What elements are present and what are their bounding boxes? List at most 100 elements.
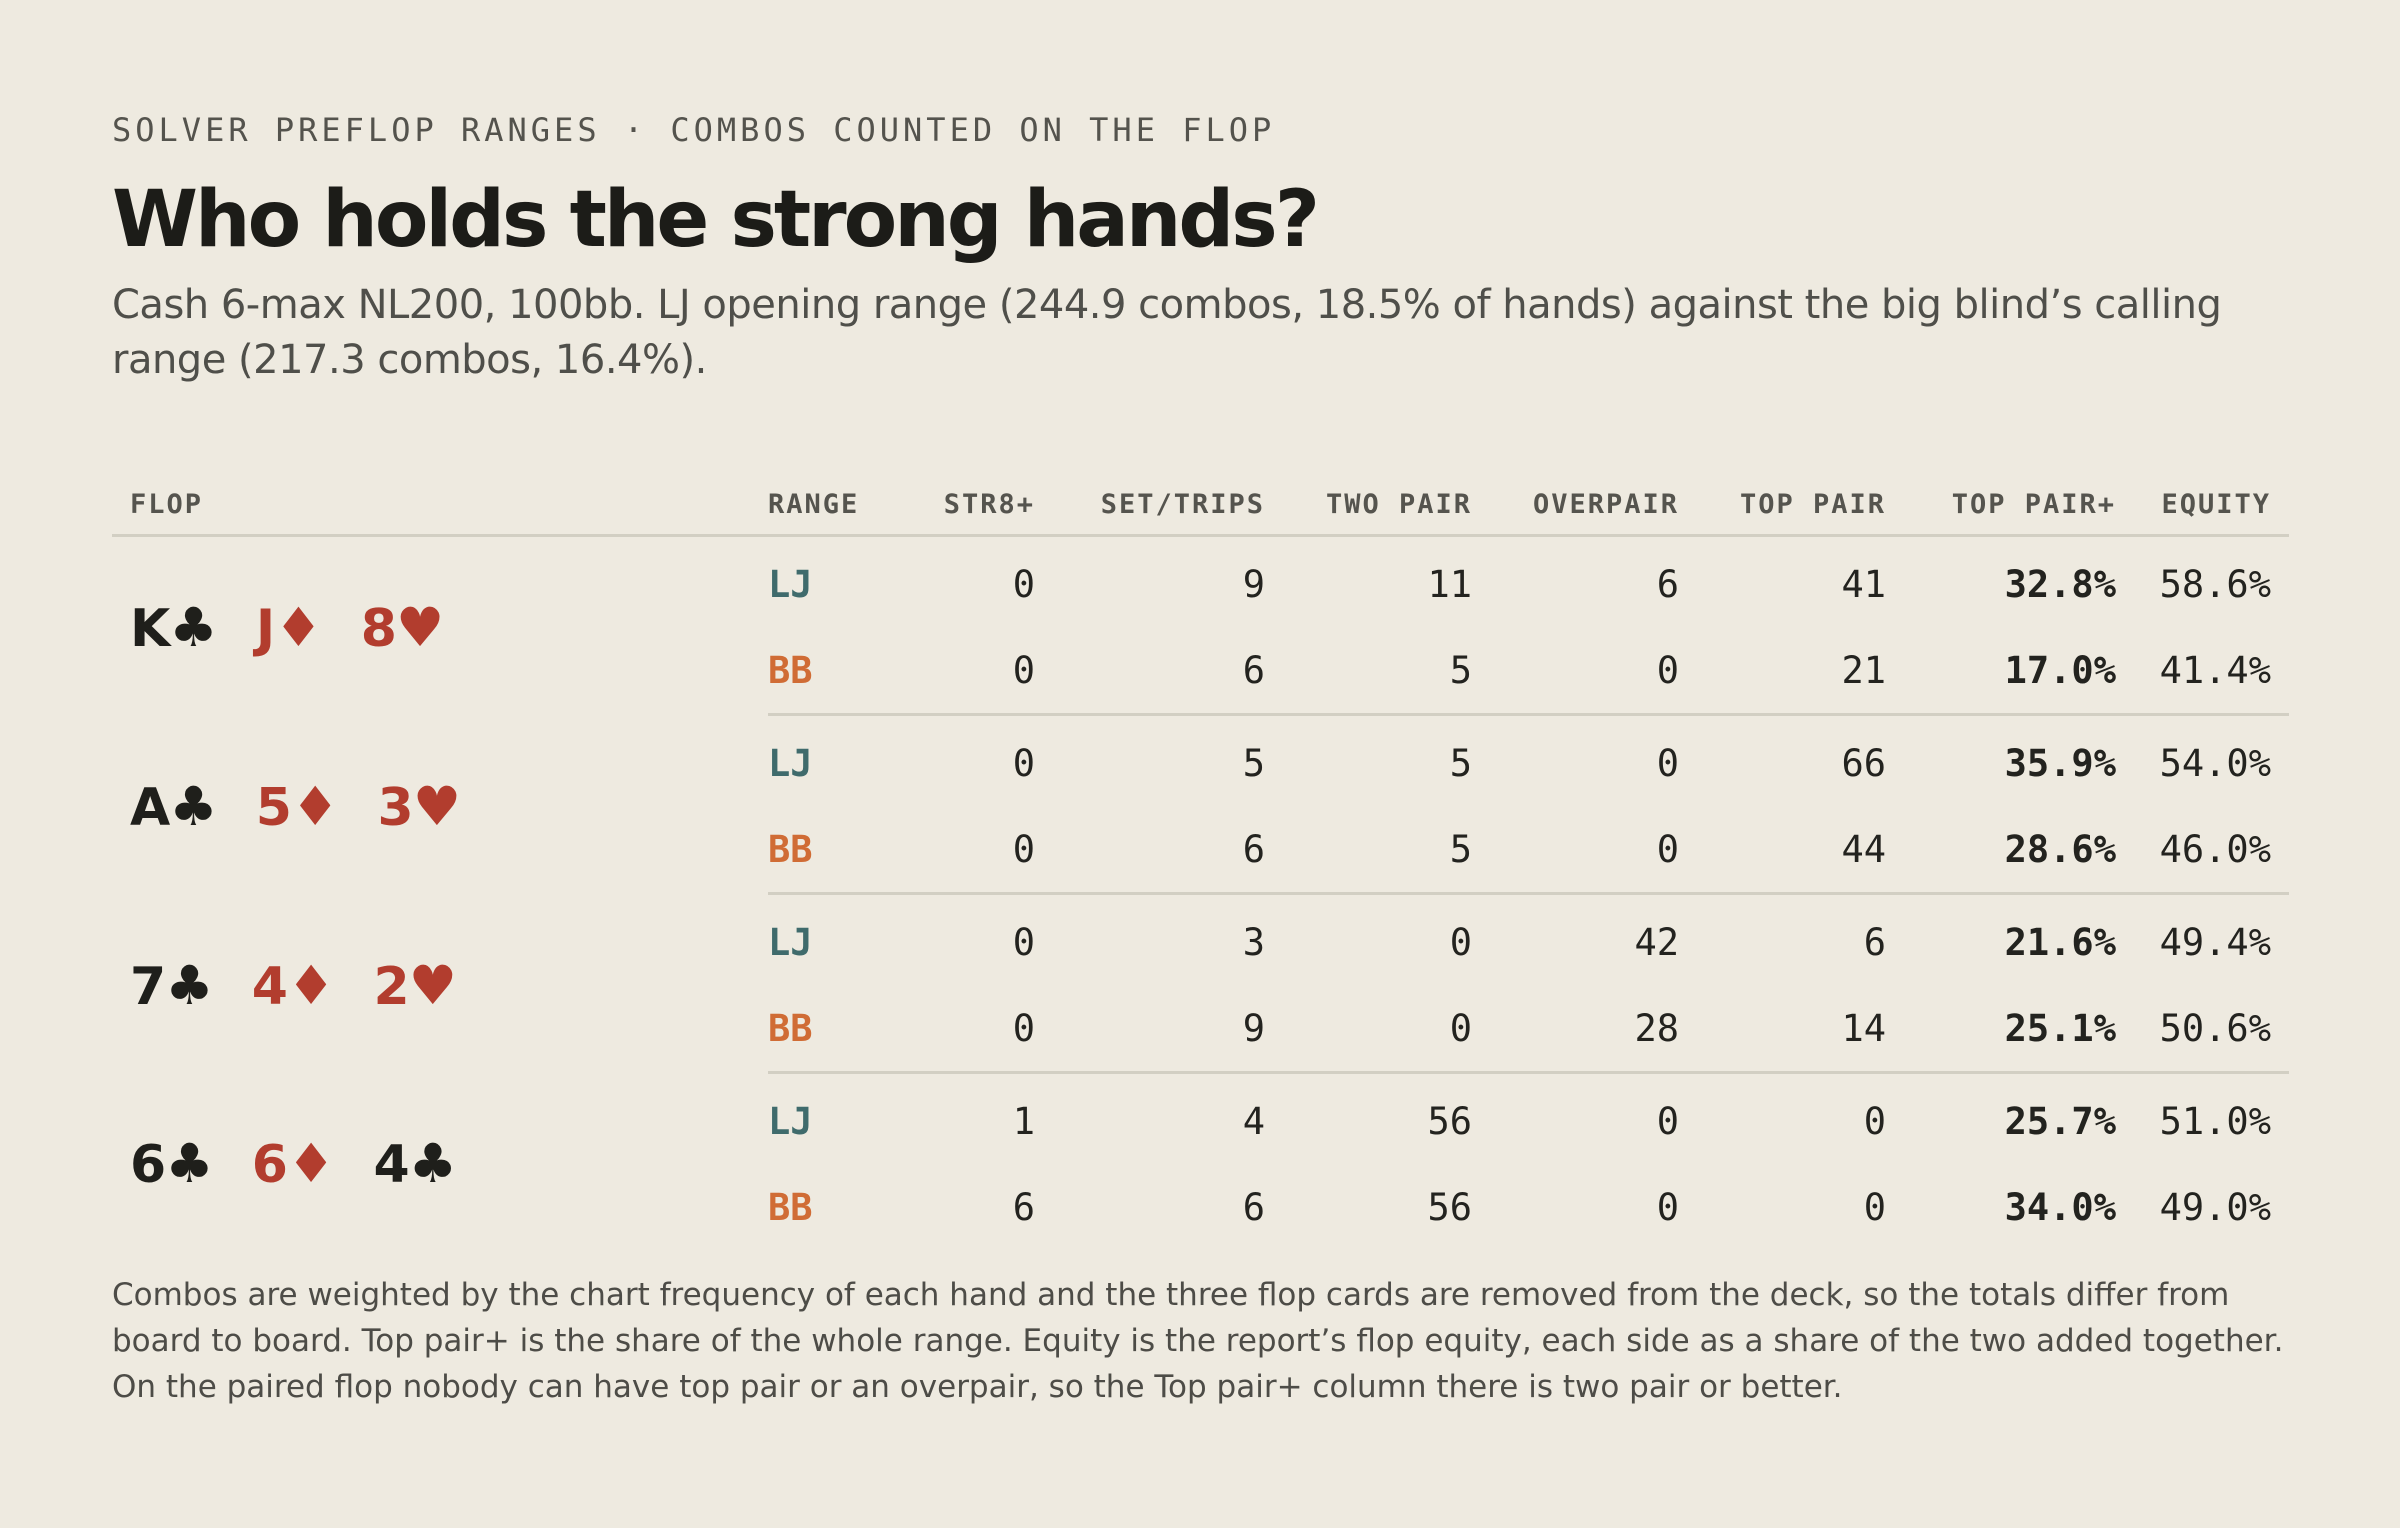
str8-value: 0 <box>1012 562 1035 606</box>
overpair-value: 0 <box>1656 1099 1679 1143</box>
overpair-value: 0 <box>1656 741 1679 785</box>
page-title: Who holds the strong hands? <box>112 175 1320 265</box>
top-pair-plus-value: 28.6% <box>1904 806 2134 895</box>
card: K♣ <box>130 596 218 660</box>
card-rank: 4 <box>251 956 288 1017</box>
card: 3♥ <box>378 775 462 838</box>
range-label: LJ <box>768 562 813 606</box>
two-pair-value: 56 <box>1427 1185 1472 1229</box>
two-pair-value: 5 <box>1283 806 1490 895</box>
str8-value: 0 <box>898 627 1053 716</box>
equity-value: 58.6% <box>2159 562 2271 606</box>
two-pair-value: 56 <box>1427 1099 1472 1143</box>
top-pair-plus-value: 34.0% <box>2004 1185 2116 1229</box>
equity-value: 51.0% <box>2159 1099 2271 1143</box>
set-trips-value: 3 <box>1242 920 1265 964</box>
top-pair-value: 0 <box>1863 1099 1886 1143</box>
equity-value: 49.4% <box>2159 920 2271 964</box>
column-header-flop: FLOP <box>112 450 768 537</box>
diamond-icon: ♦ <box>290 774 339 838</box>
flop-group: K♣ J♦ 8♥ LJ 0 9 11 6 41 32.8% 58.6% BB 0… <box>112 536 2289 716</box>
column-header-top-pair-plus: TOP PAIR+ <box>1904 450 2134 537</box>
column-header-equity: EQUITY <box>2134 450 2289 537</box>
overpair-value: 6 <box>1656 562 1679 606</box>
club-icon: ♣ <box>408 1131 457 1195</box>
table-row: BB 0 6 5 0 44 28.6% 46.0% <box>112 806 2289 895</box>
overpair-value: 0 <box>1656 1185 1679 1229</box>
table-header-row: FLOP RANGE STR8+ SET/TRIPS TWO PAIR OVER… <box>112 450 2289 537</box>
table-row: K♣ J♦ 8♥ LJ 0 9 11 6 41 32.8% 58.6% <box>112 536 2289 660</box>
card: A♣ <box>130 774 218 838</box>
card: 6♣ <box>130 1131 214 1195</box>
card-rank: 8 <box>360 599 397 660</box>
range-label: BB <box>768 627 898 716</box>
flop-combos-table: FLOP RANGE STR8+ SET/TRIPS TWO PAIR OVER… <box>112 450 2289 1250</box>
card: 6♦ <box>251 1131 336 1195</box>
diamond-icon: ♦ <box>274 596 322 660</box>
table-row: BB 6 6 56 0 0 34.0% 49.0% <box>112 1164 2289 1250</box>
equity-value: 46.0% <box>2134 806 2289 895</box>
diamond-icon: ♦ <box>286 953 335 1017</box>
top-pair-plus-value: 25.1% <box>1904 985 2134 1074</box>
set-trips-value: 4 <box>1242 1099 1265 1143</box>
subtitle: Cash 6-max NL200, 100bb. LJ opening rang… <box>112 282 2222 383</box>
str8-value: 6 <box>1012 1185 1035 1229</box>
flop-cards: K♣ J♦ 8♥ <box>112 536 768 715</box>
card-rank: 4 <box>373 1134 409 1195</box>
two-pair-value: 0 <box>1449 920 1472 964</box>
column-header-range: RANGE <box>768 450 898 537</box>
column-header-set-trips: SET/TRIPS <box>1053 450 1283 537</box>
table-row: A♣ 5♦ 3♥ LJ 0 5 5 0 66 35.9% 54.0% <box>112 715 2289 838</box>
top-pair-plus-value: 32.8% <box>2004 562 2116 606</box>
top-pair-plus-value: 35.9% <box>2004 741 2116 785</box>
overpair-value: 0 <box>1490 627 1697 716</box>
card-rank: 2 <box>373 956 409 1017</box>
card-rank: A <box>130 777 170 838</box>
heart-icon: ♥ <box>408 953 457 1017</box>
heart-icon: ♥ <box>395 596 444 660</box>
club-icon: ♣ <box>169 774 217 838</box>
table-row: BB 0 6 5 0 21 17.0% 41.4% <box>112 627 2289 716</box>
range-label: LJ <box>768 741 813 785</box>
two-pair-value: 5 <box>1449 741 1472 785</box>
overpair-value: 28 <box>1490 985 1697 1074</box>
str8-value: 0 <box>898 806 1053 895</box>
kicker: SOLVER PREFLOP RANGES · COMBOS COUNTED O… <box>112 111 1276 149</box>
card: 5♦ <box>256 774 340 838</box>
column-header-overpair: OVERPAIR <box>1490 450 1697 537</box>
flop-group: 7♣ 4♦ 2♥ LJ 0 3 0 42 6 21.6% 49.4% BB 0 … <box>112 894 2289 1074</box>
card: 7♣ <box>130 954 214 1017</box>
top-pair-value: 44 <box>1697 806 1904 895</box>
club-icon: ♣ <box>169 596 217 660</box>
set-trips-value: 6 <box>1053 806 1283 895</box>
two-pair-value: 5 <box>1283 627 1490 716</box>
top-pair-value: 21 <box>1697 627 1904 716</box>
range-label: LJ <box>768 1099 813 1143</box>
equity-value: 54.0% <box>2159 741 2271 785</box>
club-icon: ♣ <box>165 1131 213 1195</box>
column-header-two-pair: TWO PAIR <box>1283 450 1490 537</box>
overpair-value: 0 <box>1490 806 1697 895</box>
flop-cards: 6♣ 6♦ 4♣ <box>112 1073 768 1251</box>
str8-value: 0 <box>898 985 1053 1074</box>
top-pair-value: 0 <box>1863 1185 1886 1229</box>
flop-group: A♣ 5♦ 3♥ LJ 0 5 5 0 66 35.9% 54.0% BB 0 … <box>112 715 2289 895</box>
set-trips-value: 5 <box>1242 741 1265 785</box>
equity-value: 41.4% <box>2134 627 2289 716</box>
equity-value: 50.6% <box>2134 985 2289 1074</box>
range-label: BB <box>768 1185 813 1229</box>
str8-value: 1 <box>1012 1099 1035 1143</box>
card-rank: J <box>255 599 275 660</box>
two-pair-value: 11 <box>1427 562 1472 606</box>
equity-value: 49.0% <box>2159 1185 2271 1229</box>
footnote: Combos are weighted by the chart frequen… <box>112 1277 2284 1405</box>
diamond-icon: ♦ <box>286 1131 335 1195</box>
top-pair-value: 41 <box>1841 562 1886 606</box>
card-rank: 7 <box>130 956 166 1017</box>
column-header-str8: STR8+ <box>898 450 1053 537</box>
card: 2♥ <box>373 953 457 1017</box>
card: 4♦ <box>251 953 336 1017</box>
card-rank: 6 <box>251 1134 288 1195</box>
set-trips-value: 9 <box>1242 562 1265 606</box>
two-pair-value: 0 <box>1283 985 1490 1074</box>
